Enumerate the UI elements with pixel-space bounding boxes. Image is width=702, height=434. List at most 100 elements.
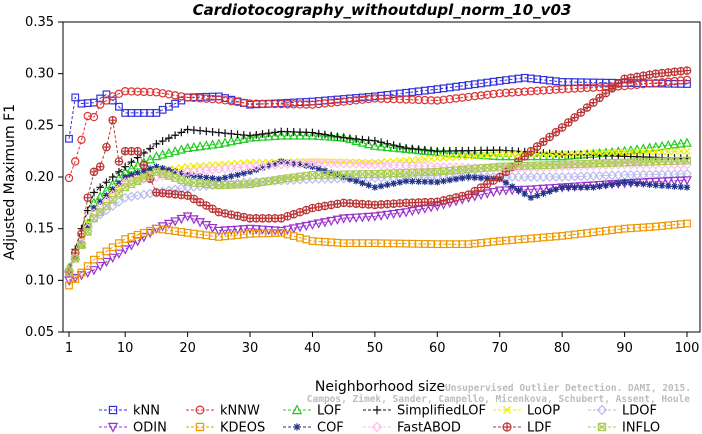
data-point xyxy=(538,184,549,194)
data-point xyxy=(213,138,224,148)
legend-marker xyxy=(195,422,205,432)
data-point xyxy=(359,179,366,187)
data-point xyxy=(663,177,674,187)
data-point xyxy=(408,144,417,153)
data-point xyxy=(382,210,393,220)
chart-title: Cardiotocography_withoutdupl_norm_10_v03 xyxy=(193,1,572,19)
data-point xyxy=(508,183,516,190)
watermark-line-1: Unsupervised Outlier Detection. DAMI, 20… xyxy=(445,383,691,394)
data-point xyxy=(258,130,267,138)
data-point xyxy=(621,178,628,186)
data-point xyxy=(333,132,342,141)
y-axis-label: Adjusted Maximum F1 xyxy=(2,104,18,260)
data-point xyxy=(426,96,436,105)
data-point xyxy=(477,164,485,173)
data-point xyxy=(102,202,111,210)
data-point xyxy=(126,241,137,251)
data-point xyxy=(196,162,204,170)
legend-item-knn: kNN xyxy=(99,404,160,419)
data-point xyxy=(215,175,223,183)
data-point xyxy=(376,94,386,103)
data-point xyxy=(576,108,586,117)
legend-marker xyxy=(107,422,119,433)
data-point xyxy=(351,96,361,105)
data-point xyxy=(176,214,187,225)
data-point xyxy=(452,153,460,161)
data-point xyxy=(145,87,155,97)
x-tick-label: 40 xyxy=(304,341,321,356)
data-point xyxy=(570,113,579,122)
data-point xyxy=(302,162,310,169)
data-point xyxy=(164,134,173,143)
data-point xyxy=(351,135,362,145)
data-point xyxy=(164,102,173,111)
data-point xyxy=(483,151,491,159)
data-point xyxy=(90,255,98,264)
data-point xyxy=(115,179,123,187)
data-point xyxy=(582,83,592,93)
data-point xyxy=(682,137,692,147)
legend-marker xyxy=(371,421,383,433)
data-point xyxy=(120,87,130,96)
data-point xyxy=(221,129,229,138)
data-point xyxy=(671,183,678,190)
data-point xyxy=(658,147,666,156)
data-point xyxy=(264,99,273,109)
data-point xyxy=(158,137,167,145)
data-point xyxy=(677,147,685,155)
data-point xyxy=(627,179,635,187)
data-point xyxy=(501,88,511,98)
legend-label: LDOF xyxy=(622,404,657,419)
data-point xyxy=(676,76,685,85)
legend-marker xyxy=(372,405,382,415)
data-point xyxy=(264,129,273,138)
data-point xyxy=(195,94,205,103)
data-point xyxy=(444,147,455,157)
data-point xyxy=(402,144,410,152)
data-point xyxy=(488,150,499,160)
data-point xyxy=(551,85,561,94)
data-point xyxy=(369,140,380,150)
data-point xyxy=(83,227,92,236)
data-point xyxy=(432,161,443,172)
data-point xyxy=(89,266,99,276)
data-point xyxy=(476,183,486,192)
data-point xyxy=(288,224,299,234)
data-point xyxy=(114,157,124,166)
data-point xyxy=(258,178,267,187)
x-tick-label: 10 xyxy=(117,341,134,356)
data-point xyxy=(239,131,248,139)
data-point xyxy=(465,173,472,181)
data-point xyxy=(114,249,124,259)
data-point xyxy=(65,268,73,276)
data-point xyxy=(139,233,149,243)
data-point xyxy=(358,135,367,144)
data-point xyxy=(483,90,492,99)
data-point xyxy=(464,152,473,161)
data-point xyxy=(427,178,435,186)
data-point xyxy=(96,208,105,217)
data-point xyxy=(145,154,156,164)
data-point xyxy=(501,186,511,196)
data-point xyxy=(84,222,92,230)
data-point xyxy=(102,178,111,187)
data-point xyxy=(383,94,392,104)
data-point xyxy=(402,156,410,165)
data-point xyxy=(170,145,181,156)
data-point xyxy=(95,162,105,171)
data-point xyxy=(558,184,566,191)
data-point xyxy=(301,221,312,232)
data-point xyxy=(340,173,347,181)
data-point xyxy=(408,156,417,164)
data-point xyxy=(675,138,686,148)
data-point xyxy=(307,157,318,168)
data-point xyxy=(326,98,336,108)
data-point xyxy=(89,167,99,177)
data-point xyxy=(495,172,505,182)
data-point xyxy=(120,245,131,255)
data-point xyxy=(139,87,149,97)
legend-item-simplifiedlof: SimplifiedLOF xyxy=(363,404,486,419)
data-point xyxy=(521,190,528,198)
data-point xyxy=(583,149,591,158)
